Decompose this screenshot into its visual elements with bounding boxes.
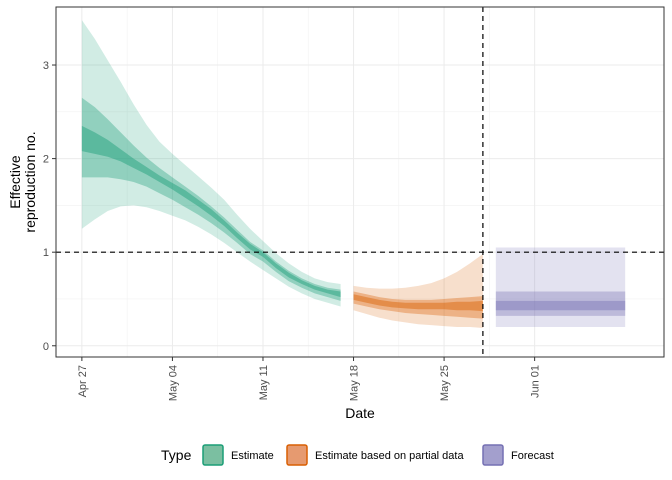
legend-item-label: Estimate [231,450,274,462]
legend-item-label: Forecast [511,450,554,462]
y-tick-label: 1 [43,247,49,259]
panel-border [55,6,665,358]
band-20-series-1 [353,294,483,312]
x-tick-label: May 04 [167,365,179,401]
x-tick-label: Apr 27 [77,365,89,397]
x-tick-label: May 18 [349,365,361,401]
legend: Type Estimate Estimate based on partial da… [161,444,554,466]
y-tick-label: 2 [43,154,49,166]
reference-lines [56,7,664,357]
band-20-series-0 [81,125,341,298]
ribbons [81,20,626,328]
legend-title: Type [161,447,192,463]
y-tick-label: 3 [43,60,49,72]
legend-key-swatch [482,444,504,466]
band-20-series-2 [495,300,626,311]
y-tick-label: 0 [43,341,49,353]
band-50-series-1 [353,291,483,319]
grid [56,7,664,357]
axes: 0 1 2 3 Apr 27 May 04 May 11 May 18 May 25 Jun 01… [7,60,542,421]
band-90-series-0 [81,20,341,307]
y-axis-title-line: Effective [7,155,23,209]
x-tick-label: May 25 [439,365,451,401]
band-90-series-1 [353,254,483,328]
band-90-series-2 [495,247,626,328]
band-50-series-2 [495,291,626,316]
legend-key-swatch [202,444,224,466]
x-tick-label: Jun 01 [530,365,542,398]
y-axis-title: Effectivereproduction no. [7,131,38,232]
x-tick-label: May 11 [258,365,270,400]
x-axis-title: Date [345,405,375,421]
legend-item-label: Estimate based on partial data [315,450,464,462]
y-axis-title-line: reproduction no. [22,131,38,232]
legend-key-swatch [286,444,308,466]
